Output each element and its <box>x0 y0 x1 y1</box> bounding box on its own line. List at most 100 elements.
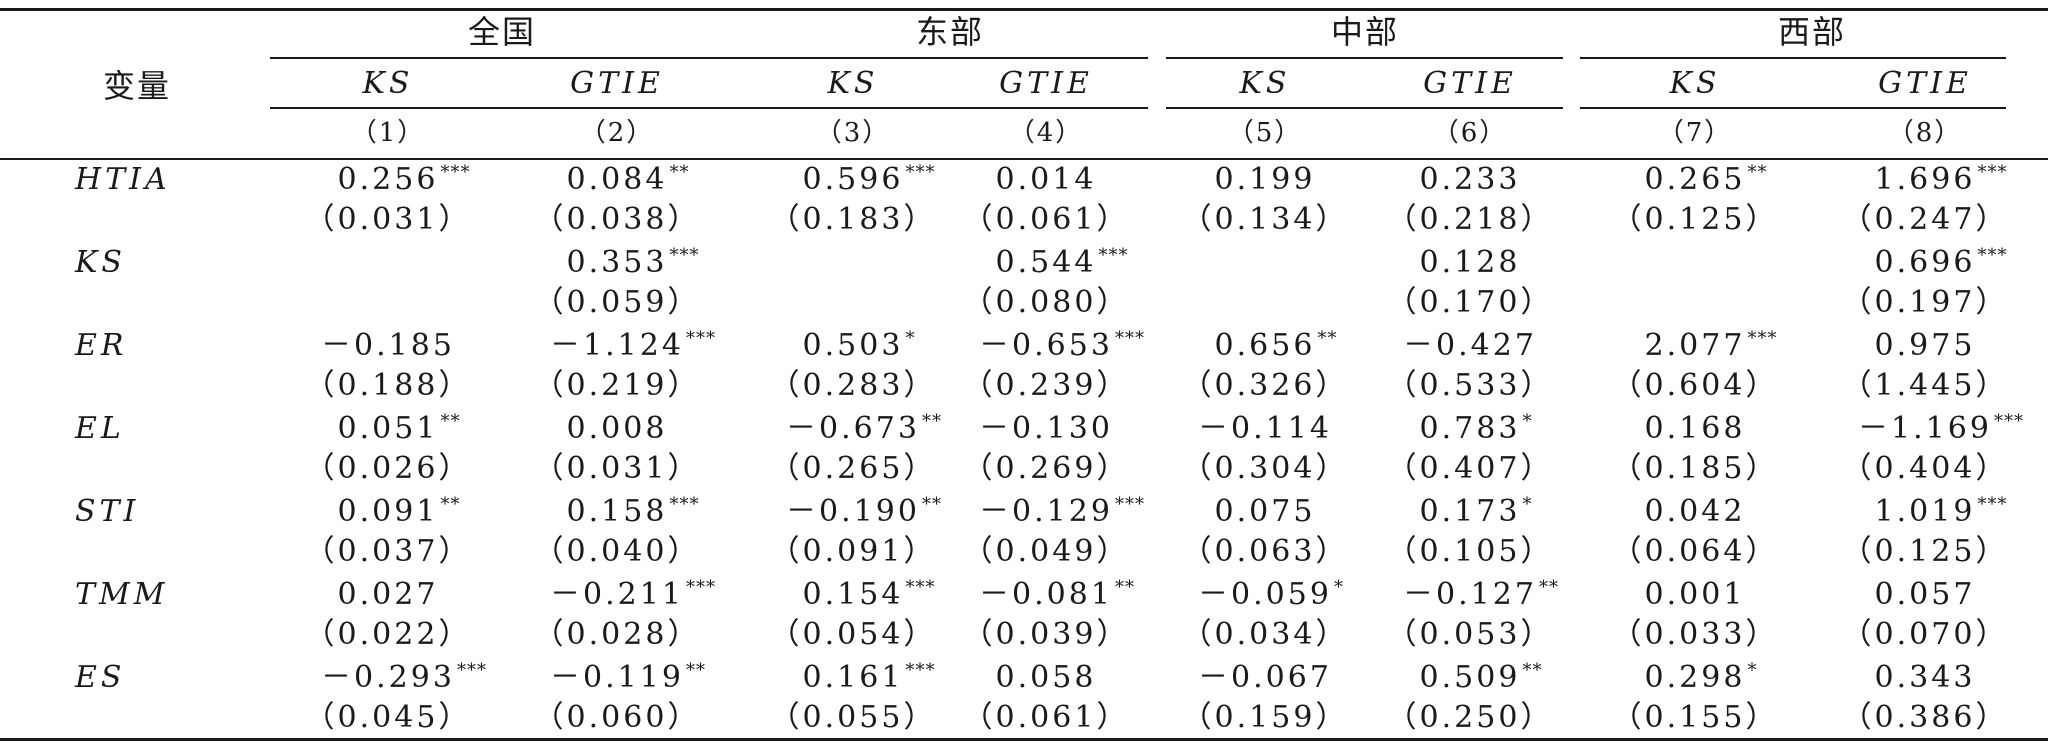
column-number: （6） <box>1432 118 1508 148</box>
coefficient: 0.057 <box>1874 577 1976 612</box>
coefficient: 0.199 <box>1214 162 1316 197</box>
coefficient: 0.075 <box>1214 494 1316 529</box>
coefficient: 0.051 <box>337 411 439 446</box>
column-number: （5） <box>1227 118 1303 148</box>
coefficient: 0.544 <box>995 245 1097 280</box>
significance-stars: ** <box>440 494 461 515</box>
coefficient: 0.158 <box>566 494 668 529</box>
standard-error: （0.045） <box>304 700 472 735</box>
coefficient: 0.343 <box>1874 660 1976 695</box>
standard-error: （0.183） <box>769 202 937 237</box>
standard-error: （0.061） <box>962 700 1130 735</box>
standard-error: （0.091） <box>769 534 937 569</box>
significance-stars: *** <box>1977 494 2008 515</box>
significance-stars: * <box>905 328 916 349</box>
standard-error: （0.059） <box>533 285 701 320</box>
model-header: GTIE <box>1423 66 1517 101</box>
column-number: （4） <box>1008 118 1084 148</box>
bottom-rule <box>0 738 2048 741</box>
model-underline-west <box>1580 107 2006 109</box>
standard-error: （0.064） <box>1611 534 1779 569</box>
significance-stars: *** <box>686 577 716 598</box>
coefficient: 0.596 <box>802 162 904 197</box>
standard-error: （0.185） <box>1611 451 1779 486</box>
coefficient: 1.019 <box>1874 494 1976 529</box>
standard-error: （0.054） <box>769 617 937 652</box>
coefficient: 0.091 <box>337 494 439 529</box>
significance-stars: ** <box>686 660 706 681</box>
significance-stars: ** <box>1539 577 1559 598</box>
coefficient: 0.656 <box>1214 328 1316 363</box>
variable-name: EL <box>75 411 125 446</box>
column-number: （2） <box>579 118 655 148</box>
variable-name: ES <box>75 660 126 695</box>
coefficient: 0.696 <box>1874 245 1976 280</box>
significance-stars: *** <box>905 660 936 681</box>
coefficient: －0.114 <box>1198 411 1332 446</box>
standard-error: （1.445） <box>1841 368 2009 403</box>
significance-stars: *** <box>1994 411 2024 432</box>
standard-error: （0.218） <box>1386 202 1554 237</box>
standard-error: （0.060） <box>533 700 701 735</box>
coefficient: 0.509 <box>1419 660 1521 695</box>
coefficient: 0.265 <box>1644 162 1746 197</box>
model-header: KS <box>827 66 879 101</box>
model-underline-east <box>750 107 1148 109</box>
column-number: （8） <box>1887 118 1963 148</box>
significance-stars: *** <box>669 245 700 266</box>
standard-error: （0.033） <box>1611 617 1779 652</box>
coefficient: 0.298 <box>1644 660 1746 695</box>
coefficient: 0.975 <box>1874 328 1976 363</box>
significance-stars: *** <box>905 577 936 598</box>
coefficient: 0.353 <box>566 245 668 280</box>
standard-error: （0.037） <box>304 534 472 569</box>
column-number: （1） <box>350 118 426 148</box>
coefficient: 0.233 <box>1419 162 1521 197</box>
coefficient: －0.673 <box>786 411 920 446</box>
group-underline-national <box>270 57 772 59</box>
coefficient: 1.696 <box>1874 162 1976 197</box>
significance-stars: ** <box>440 411 461 432</box>
significance-stars: ** <box>1522 660 1543 681</box>
standard-error: （0.239） <box>962 368 1130 403</box>
standard-error: （0.049） <box>962 534 1130 569</box>
standard-error: （0.034） <box>1181 617 1349 652</box>
header-rule <box>0 158 2048 160</box>
column-number: （7） <box>1657 118 1733 148</box>
group-header-central: 中部 <box>1330 13 1400 51</box>
standard-error: （0.070） <box>1841 617 2009 652</box>
significance-stars: *** <box>669 494 700 515</box>
standard-error: （0.386） <box>1841 700 2009 735</box>
variable-header: 变量 <box>102 67 172 105</box>
standard-error: （0.326） <box>1181 368 1349 403</box>
significance-stars: *** <box>457 660 487 681</box>
top-rule <box>0 8 2048 11</box>
standard-error: （0.040） <box>533 534 701 569</box>
standard-error: （0.039） <box>962 617 1130 652</box>
coefficient: －1.124 <box>550 328 684 363</box>
group-underline-west <box>1580 57 2006 59</box>
significance-stars: ** <box>922 411 942 432</box>
group-header-east: 东部 <box>915 13 985 51</box>
coefficient: 0.001 <box>1644 577 1746 612</box>
standard-error: （0.219） <box>533 368 701 403</box>
coefficient: －0.127 <box>1403 577 1537 612</box>
significance-stars: ** <box>1747 162 1768 183</box>
standard-error: （0.283） <box>769 368 937 403</box>
coefficient: 0.168 <box>1644 411 1746 446</box>
column-number: （3） <box>815 118 891 148</box>
significance-stars: * <box>1747 660 1758 681</box>
standard-error: （0.125） <box>1841 534 2009 569</box>
coefficient: －0.653 <box>979 328 1113 363</box>
significance-stars: *** <box>1977 162 2008 183</box>
standard-error: （0.155） <box>1611 700 1779 735</box>
coefficient: －0.081 <box>979 577 1113 612</box>
variable-name: TMM <box>75 577 169 612</box>
variable-name: ER <box>75 328 128 363</box>
standard-error: （0.063） <box>1181 534 1349 569</box>
coefficient: 0.014 <box>995 162 1097 197</box>
significance-stars: *** <box>1977 245 2008 266</box>
group-header-national: 全国 <box>467 13 537 51</box>
coefficient: 0.128 <box>1419 245 1521 280</box>
